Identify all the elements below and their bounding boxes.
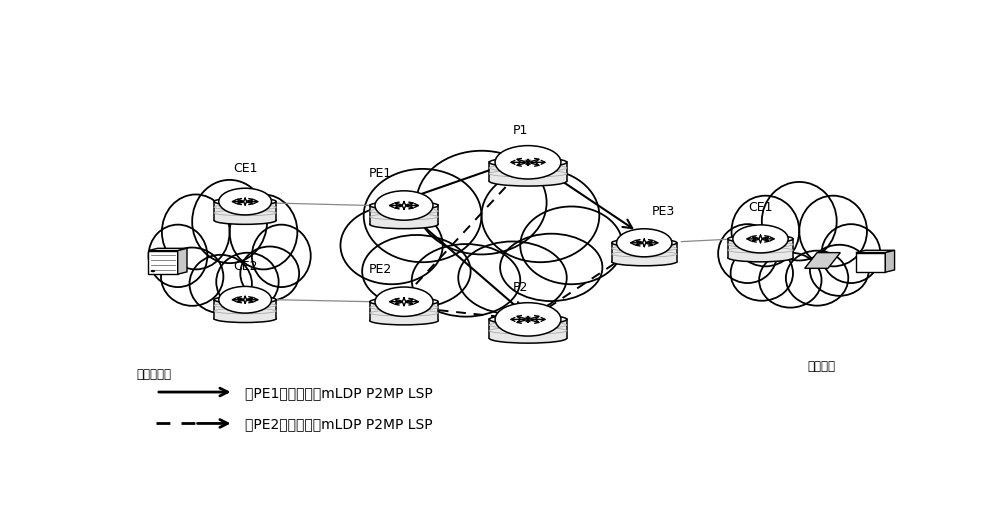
Ellipse shape	[489, 334, 567, 344]
Ellipse shape	[161, 248, 223, 306]
Ellipse shape	[810, 245, 869, 296]
Ellipse shape	[370, 317, 438, 325]
Circle shape	[375, 191, 433, 221]
Ellipse shape	[216, 253, 279, 312]
Ellipse shape	[731, 246, 793, 301]
Ellipse shape	[458, 242, 567, 315]
Polygon shape	[805, 253, 840, 269]
Circle shape	[151, 270, 155, 273]
Ellipse shape	[190, 256, 252, 314]
Ellipse shape	[370, 202, 438, 210]
Ellipse shape	[759, 253, 822, 308]
Polygon shape	[148, 249, 187, 251]
Ellipse shape	[728, 254, 793, 262]
Polygon shape	[178, 249, 187, 275]
Ellipse shape	[340, 207, 443, 285]
Polygon shape	[489, 163, 567, 182]
Ellipse shape	[252, 225, 311, 288]
Ellipse shape	[762, 183, 837, 261]
Circle shape	[617, 230, 672, 258]
Ellipse shape	[799, 196, 867, 267]
Polygon shape	[612, 243, 677, 262]
Text: PE2: PE2	[369, 263, 392, 275]
Ellipse shape	[612, 258, 677, 266]
Ellipse shape	[500, 234, 602, 301]
Ellipse shape	[162, 195, 230, 270]
Ellipse shape	[489, 177, 567, 187]
Text: PE1: PE1	[369, 166, 392, 180]
Polygon shape	[370, 206, 438, 225]
Text: 接收设备: 接收设备	[807, 360, 835, 373]
Ellipse shape	[370, 298, 438, 306]
Polygon shape	[856, 253, 885, 273]
Polygon shape	[148, 251, 178, 275]
Text: CE1: CE1	[233, 162, 257, 175]
Text: 以PE2为根节点的mLDP P2MP LSP: 以PE2为根节点的mLDP P2MP LSP	[245, 417, 433, 431]
Ellipse shape	[364, 169, 482, 263]
Ellipse shape	[718, 224, 777, 284]
Polygon shape	[885, 251, 895, 273]
Ellipse shape	[786, 251, 848, 306]
Text: 以PE1为根节点的mLDP P2MP LSP: 以PE1为根节点的mLDP P2MP LSP	[245, 385, 433, 399]
Ellipse shape	[230, 195, 297, 270]
Ellipse shape	[482, 169, 599, 263]
Polygon shape	[489, 320, 567, 338]
Text: P2: P2	[513, 280, 528, 293]
Polygon shape	[214, 300, 276, 319]
Ellipse shape	[362, 236, 471, 308]
Ellipse shape	[412, 245, 520, 317]
Text: CE2: CE2	[233, 260, 257, 273]
Circle shape	[495, 146, 561, 180]
Ellipse shape	[240, 247, 299, 301]
Text: CE1: CE1	[748, 201, 773, 214]
Circle shape	[375, 288, 433, 317]
Ellipse shape	[192, 181, 267, 264]
Text: P1: P1	[513, 123, 528, 136]
Ellipse shape	[520, 207, 623, 285]
Ellipse shape	[370, 220, 438, 229]
Circle shape	[219, 287, 271, 314]
Ellipse shape	[214, 296, 276, 304]
Ellipse shape	[214, 315, 276, 323]
Polygon shape	[856, 251, 895, 253]
Ellipse shape	[214, 217, 276, 225]
Polygon shape	[370, 302, 438, 321]
Circle shape	[733, 225, 788, 253]
Ellipse shape	[612, 239, 677, 247]
Circle shape	[219, 189, 271, 215]
Ellipse shape	[822, 224, 880, 284]
Ellipse shape	[489, 315, 567, 325]
Polygon shape	[728, 239, 793, 258]
Ellipse shape	[416, 152, 547, 255]
Text: 组播源设备: 组播源设备	[137, 367, 172, 381]
Ellipse shape	[489, 158, 567, 168]
Ellipse shape	[732, 196, 799, 267]
Polygon shape	[214, 202, 276, 221]
Text: PE3: PE3	[652, 205, 675, 218]
Circle shape	[495, 303, 561, 336]
Ellipse shape	[728, 235, 793, 243]
Ellipse shape	[214, 198, 276, 206]
Ellipse shape	[149, 225, 207, 288]
